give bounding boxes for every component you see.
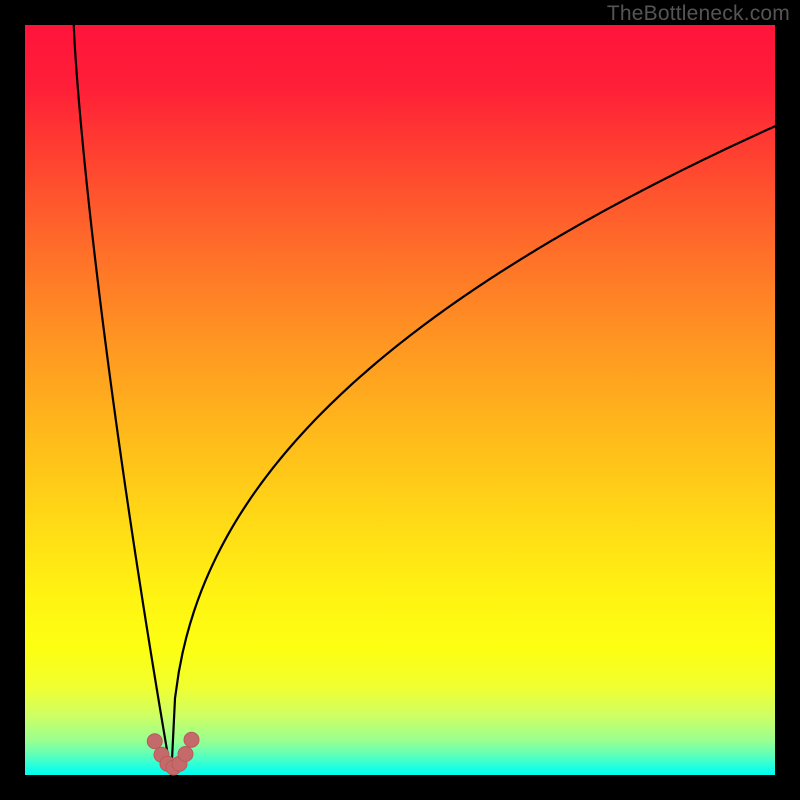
bottleneck-chart [0,0,800,800]
trough-marker-dot [147,734,162,749]
trough-marker-dot [178,747,193,762]
plot-background-gradient [25,25,775,775]
chart-stage: TheBottleneck.com [0,0,800,800]
watermark-text: TheBottleneck.com [607,2,790,26]
trough-marker-dot [184,732,199,747]
